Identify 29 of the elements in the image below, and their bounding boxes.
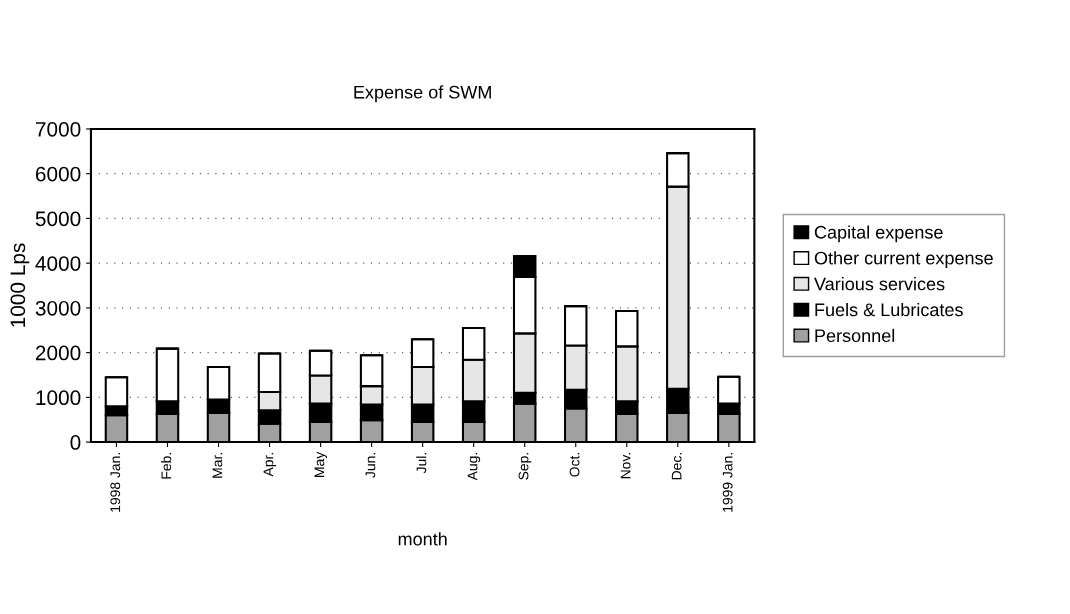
- legend-label: Capital expense: [814, 225, 943, 243]
- x-tick-label: Mar.: [212, 453, 223, 478]
- x-tick-label: Feb.: [161, 453, 172, 479]
- y-tick-label: 4000: [35, 256, 81, 271]
- legend-label: Various services: [814, 277, 945, 291]
- y-tick-label: 7000: [35, 121, 81, 137]
- x-tick-label: May: [314, 451, 328, 477]
- y-tick-label: 2000: [35, 345, 81, 361]
- x-tick-label: Jul.: [416, 453, 427, 474]
- x-tick-label: Aug.: [467, 453, 481, 481]
- y-tick-label: 1000: [36, 390, 81, 406]
- x-tick-label: Jun.: [365, 453, 376, 478]
- y-tick-label: 6000: [35, 166, 81, 182]
- x-tick-label: Sep.: [518, 453, 532, 480]
- y-tick-label: 0: [70, 435, 81, 450]
- legend-label: Fuels & Lubricates: [815, 302, 963, 317]
- x-tick-label: 1999 Jan.: [722, 453, 733, 512]
- y-tick-label: 3000: [35, 300, 81, 316]
- legend-label: Personnel: [815, 328, 895, 343]
- x-tick-label: 1998 Jan.: [110, 453, 121, 512]
- y-axis-title: 1000 Lps: [10, 243, 30, 327]
- chart-title: Expense of SWM: [354, 85, 491, 103]
- x-tick-label: Nov.: [620, 453, 631, 479]
- x-tick-label: Oct.: [569, 453, 580, 477]
- x-axis-title: month: [398, 532, 447, 546]
- x-tick-label: Dec.: [671, 453, 682, 480]
- legend-label: Other current expense: [814, 251, 993, 269]
- x-tick-label: Apr.: [263, 453, 277, 477]
- y-tick-label: 5000: [35, 211, 81, 227]
